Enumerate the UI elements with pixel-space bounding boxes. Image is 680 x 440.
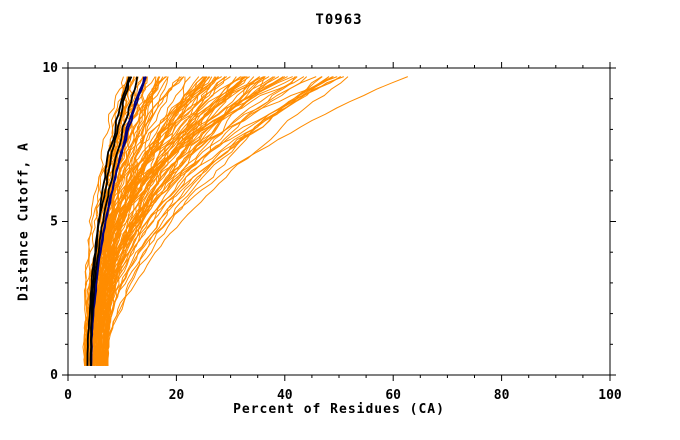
series-curve-predictions-orange	[101, 76, 349, 366]
series-curve-predictions-orange	[105, 76, 266, 366]
y-axis-label: Distance Cutoff, A	[16, 142, 32, 301]
x-tick-label: 20	[169, 388, 185, 403]
series-curve-predictions-orange	[98, 76, 182, 366]
y-tick-label: 10	[42, 61, 58, 76]
chart-title: T0963	[315, 12, 363, 28]
x-tick-label: 100	[598, 388, 622, 403]
series-curve-reference-black	[89, 76, 139, 366]
series-curve-predictions-orange	[105, 76, 211, 366]
series-curve-predictions-orange	[101, 76, 220, 366]
series-curve-predictions-orange	[88, 76, 333, 366]
x-axis-label: Percent of Residues (CA)	[233, 402, 445, 417]
x-tick-label: 60	[385, 388, 401, 403]
series-curve-predictions-orange	[97, 76, 169, 366]
series-curve-prediction-outlier-orange	[105, 76, 408, 366]
series-curve-reference-black	[86, 76, 133, 366]
series-curve-predictions-orange	[99, 76, 296, 366]
series-curve-predictions-orange	[83, 76, 297, 366]
curves-group	[82, 76, 408, 366]
x-tick-label: 80	[494, 388, 510, 403]
y-tick-label: 5	[50, 215, 58, 230]
plot-frame	[67, 67, 611, 376]
series-curve-predictions-orange	[102, 76, 246, 366]
series-curve-predictions-orange	[99, 76, 138, 366]
series-curve-predictions-orange	[104, 76, 169, 366]
x-tick-label: 0	[64, 388, 72, 403]
y-tick-label: 0	[50, 368, 58, 383]
series-curve-predictions-orange	[96, 76, 330, 366]
x-tick-label: 40	[277, 388, 293, 403]
